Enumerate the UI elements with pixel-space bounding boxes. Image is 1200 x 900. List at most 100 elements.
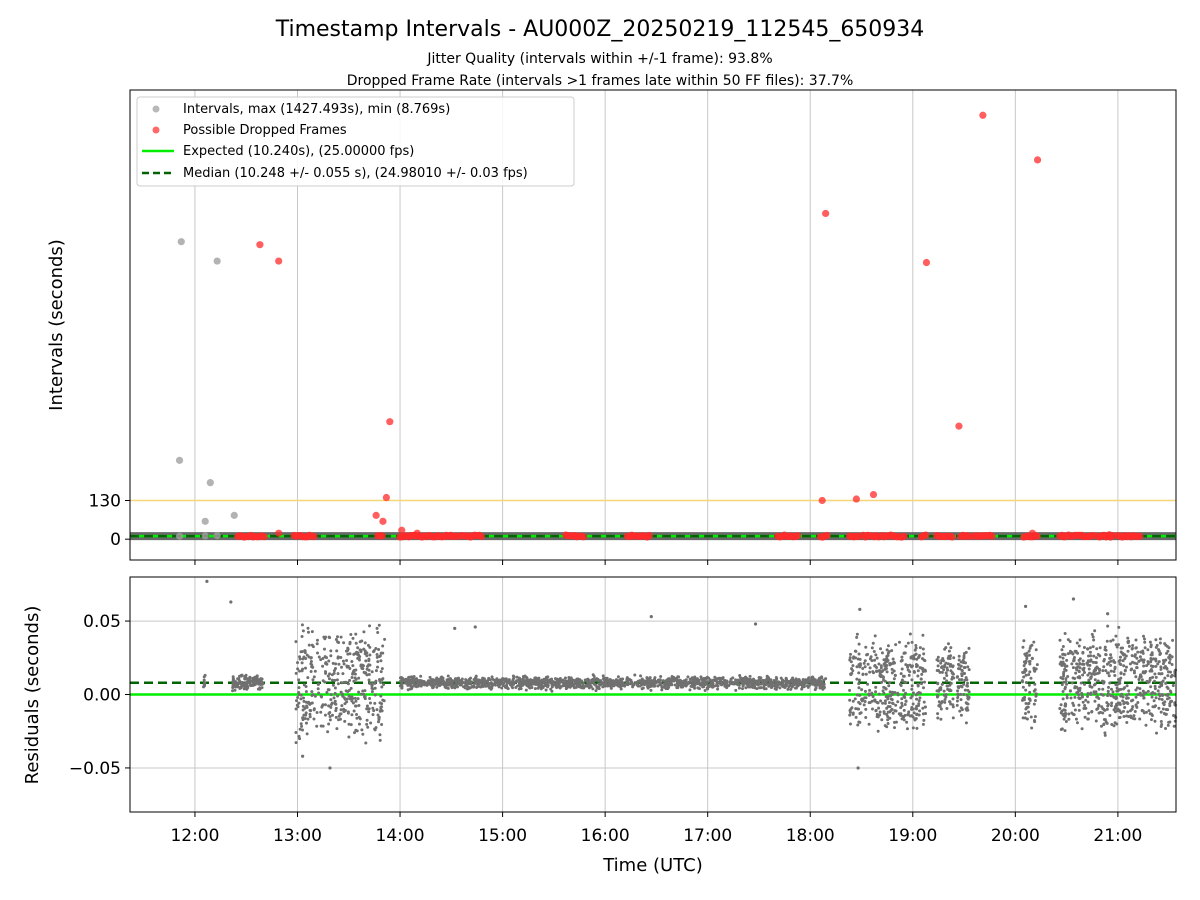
residual-point [848, 698, 852, 702]
residual-point [965, 678, 969, 682]
residual-point [1166, 649, 1170, 653]
residual-point [1101, 687, 1105, 691]
residual-point [1063, 685, 1067, 689]
residual-point [939, 701, 943, 705]
residual-point [1139, 673, 1143, 677]
residual-point [911, 726, 915, 730]
residual-point [376, 660, 380, 664]
residual-point [1103, 648, 1107, 652]
residual-point [1033, 688, 1037, 692]
residual-point [962, 665, 966, 669]
residual-point [1158, 685, 1162, 689]
residual-point [1171, 684, 1175, 688]
residual-point [880, 651, 884, 655]
residual-point [1104, 653, 1108, 657]
residual-point [672, 679, 676, 683]
residual-point [869, 692, 873, 696]
residual-point [879, 664, 883, 668]
residual-point [863, 665, 867, 669]
residual-point [660, 688, 664, 692]
residual-point [323, 713, 327, 717]
residual-point [683, 680, 687, 684]
residual-point [342, 662, 346, 666]
residual-point [947, 654, 951, 658]
residual-point [853, 656, 857, 660]
residual-point [868, 688, 872, 692]
residual-point [948, 700, 952, 704]
residual-point [1077, 669, 1081, 673]
residual-point [690, 676, 694, 680]
residual-point [1032, 640, 1036, 644]
residual-point [1160, 680, 1164, 684]
residual-point [1104, 669, 1108, 673]
residual-point [751, 685, 755, 689]
residual-point [1094, 656, 1098, 660]
residual-point [1107, 674, 1111, 678]
residual-point [863, 689, 867, 693]
residual-point [336, 655, 340, 659]
residual-point [340, 704, 344, 708]
residual-point [1159, 667, 1163, 671]
residual-point [1153, 719, 1157, 723]
residual-point [891, 701, 895, 705]
residual-point [1166, 723, 1170, 727]
residual-point [802, 685, 806, 689]
residual-point [1121, 646, 1125, 650]
residual-point [851, 664, 855, 668]
residual-point [1170, 673, 1174, 677]
residual-point [354, 699, 358, 703]
residual-point [462, 685, 466, 689]
residual-point [1119, 676, 1123, 680]
residual-point [952, 656, 956, 660]
residual-point [796, 681, 800, 685]
residual-point [297, 678, 301, 682]
residual-point [958, 709, 962, 713]
residual-outlier-12 [1106, 612, 1110, 616]
dropped-point-15 [979, 111, 987, 119]
chart-title: Timestamp Intervals - AU000Z_20250219_11… [275, 17, 925, 42]
residual-point [949, 702, 953, 706]
residual-point [581, 685, 585, 689]
residual-point [1145, 664, 1149, 668]
residual-point [1150, 664, 1154, 668]
residual-point [327, 722, 331, 726]
residual-point [849, 652, 853, 656]
residual-outlier-10 [1023, 604, 1028, 608]
residual-point [1022, 660, 1026, 664]
residual-point [1080, 694, 1084, 698]
intervals-panel: 130 0 Intervals (seconds) Intervals, max … [46, 89, 1177, 565]
residual-point [203, 673, 207, 677]
residual-point [377, 648, 381, 652]
residual-point [1068, 689, 1072, 693]
residual-point [1141, 671, 1145, 675]
residual-point [567, 679, 571, 683]
residual-point [1083, 682, 1087, 686]
residual-point [1165, 644, 1169, 648]
residual-point [964, 721, 968, 725]
residual-point [726, 683, 730, 687]
residual-point [1165, 697, 1169, 701]
residual-point [871, 670, 875, 674]
residual-point [380, 723, 384, 727]
residual-point [354, 632, 358, 636]
residual-point [352, 679, 356, 683]
residual-point [959, 660, 963, 664]
residual-point [1082, 662, 1086, 666]
residual-point [1097, 687, 1101, 691]
residual-point [1126, 636, 1130, 640]
residual-point [703, 682, 707, 686]
residual-point [327, 712, 331, 716]
residual-point [762, 686, 766, 690]
residual-point [794, 678, 798, 682]
residual-point [914, 652, 918, 656]
residual-point [900, 655, 904, 659]
residual-point [587, 685, 591, 689]
residual-point [748, 674, 752, 678]
residual-point [886, 644, 890, 648]
residual-point [500, 686, 504, 690]
residual-point [335, 649, 339, 653]
residual-point [952, 676, 956, 680]
dropped-band-14 [957, 531, 974, 541]
residual-point [651, 683, 655, 687]
dropped-point-18 [1105, 531, 1113, 539]
